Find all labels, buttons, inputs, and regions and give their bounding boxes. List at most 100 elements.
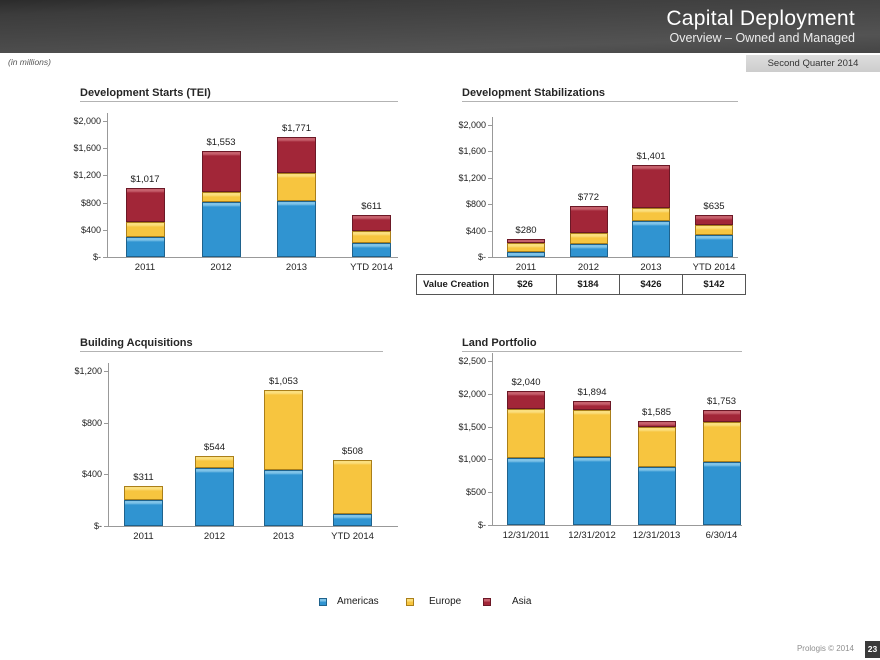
y-tick-mark	[488, 125, 492, 126]
bar-segment-asia	[352, 215, 391, 231]
chart-title-rule	[462, 351, 742, 352]
x-category-label: 12/31/2012	[568, 530, 616, 541]
y-tick-mark	[103, 121, 107, 122]
x-axis-line	[107, 257, 398, 258]
y-tick-mark	[104, 422, 108, 424]
bar-segment-americas	[352, 243, 391, 257]
bar-total-label: $280	[515, 224, 537, 236]
y-tick-label: $800	[81, 417, 102, 428]
bar-segment-europe	[702, 422, 741, 463]
y-tick-label: $1,200	[458, 172, 486, 183]
y-tick-mark	[488, 393, 492, 395]
y-tick-mark	[104, 526, 108, 527]
x-category-label: 2011	[133, 531, 154, 542]
y-tick-label: $500	[465, 487, 486, 498]
bar-segment-americas	[195, 467, 234, 526]
value-creation-cell-2013: $426	[619, 275, 682, 294]
legend-swatch-europe	[406, 598, 414, 606]
value-creation-cell-ytd2014: $142	[682, 275, 745, 294]
bar-total-label: $1,894	[577, 386, 607, 398]
bar-segment-americas	[264, 470, 303, 526]
bar-segment-asia	[277, 136, 316, 174]
bar-total-label: $1,553	[206, 137, 236, 149]
bar-segment-europe	[124, 485, 163, 501]
bar-segment-americas	[569, 244, 608, 257]
bar-total-label: $772	[577, 192, 600, 204]
y-tick-label: $-	[477, 520, 486, 530]
slide-subtitle: Overview – Owned and Managed	[669, 31, 855, 45]
chart-title-development-stabilizations: Development Stabilizations	[462, 87, 606, 99]
bar-total-label: $1,017	[130, 173, 160, 185]
bar-segment-americas	[201, 201, 241, 257]
bar-segment-europe	[632, 207, 670, 222]
y-tick-label: $1,500	[458, 421, 486, 432]
y-tick-mark	[103, 175, 107, 177]
y-tick-mark	[488, 361, 492, 362]
bar-segment-asia	[702, 410, 741, 422]
y-tick-mark	[488, 525, 492, 526]
y-tick-mark	[103, 257, 107, 258]
x-category-label: 2011	[134, 262, 156, 273]
y-axis-line	[108, 363, 109, 527]
bar-segment-asia	[569, 206, 608, 234]
bar-total-label: $311	[133, 471, 154, 483]
bar-segment-asia	[637, 421, 676, 427]
y-tick-label: $2,000	[73, 116, 101, 126]
bar-segment-europe	[507, 408, 545, 459]
bar-segment-asia	[632, 164, 670, 208]
bar-total-label: $544	[203, 441, 226, 453]
y-tick-mark	[104, 474, 108, 476]
bar-segment-americas	[637, 466, 676, 525]
x-category-label: 2013	[285, 262, 308, 273]
chart-title-rule	[80, 351, 383, 352]
bar-segment-europe	[333, 460, 372, 514]
y-tick-mark	[488, 177, 492, 179]
bar-segment-americas	[632, 221, 670, 257]
chart-title-rule	[80, 101, 398, 102]
slide-title: Capital Deployment	[666, 7, 855, 30]
bar-segment-americas	[573, 456, 611, 525]
bar-total-label: $1,585	[641, 407, 672, 419]
bar-segment-europe	[569, 233, 608, 245]
y-tick-label: $1,000	[458, 454, 486, 465]
y-tick-mark	[488, 426, 492, 428]
y-tick-mark	[104, 371, 108, 372]
bar-segment-asia	[201, 151, 241, 192]
slide-header: Capital Deployment Overview – Owned and …	[0, 0, 880, 53]
y-tick-mark	[488, 492, 492, 494]
legend-swatch-asia	[483, 598, 491, 606]
value-creation-table: Value Creation $26 $184 $426 $142	[416, 274, 746, 295]
bar-segment-europe	[264, 389, 303, 471]
bar-segment-europe	[637, 426, 676, 467]
chart-title-development-starts: Development Starts (TEI)	[80, 87, 211, 99]
bar-segment-europe	[195, 455, 234, 468]
y-tick-label: $-	[477, 252, 486, 262]
y-tick-label: $1,600	[73, 143, 101, 154]
bar-total-label: $1,771	[281, 122, 312, 134]
bar-total-label: $1,053	[268, 375, 299, 387]
y-tick-mark	[488, 230, 492, 232]
bar-total-label: $1,401	[636, 150, 666, 162]
bar-segment-americas	[277, 200, 316, 257]
bar-segment-americas	[695, 234, 733, 257]
y-axis-line	[492, 117, 493, 258]
value-creation-cell-2011: $26	[493, 275, 556, 294]
bar-total-label: $508	[341, 446, 364, 458]
y-tick-label: $2,500	[458, 356, 486, 366]
y-tick-label: $1,200	[74, 366, 102, 376]
bar-segment-americas	[333, 513, 372, 526]
y-tick-mark	[488, 257, 492, 258]
value-creation-cell-2012: $184	[556, 275, 619, 294]
x-category-label: 2012	[210, 262, 232, 273]
y-tick-label: $400	[81, 469, 102, 480]
y-tick-label: $1,600	[458, 146, 486, 157]
bar-segment-americas	[702, 462, 741, 525]
x-category-label: 12/31/2013	[632, 530, 681, 541]
bar-total-label: $2,040	[511, 377, 541, 389]
y-axis-line	[492, 353, 493, 526]
units-note: (in millions)	[8, 57, 51, 67]
bar-segment-americas	[125, 236, 165, 257]
bar-segment-asia	[573, 400, 611, 411]
y-tick-mark	[103, 229, 107, 231]
y-tick-label: $800	[465, 199, 486, 210]
